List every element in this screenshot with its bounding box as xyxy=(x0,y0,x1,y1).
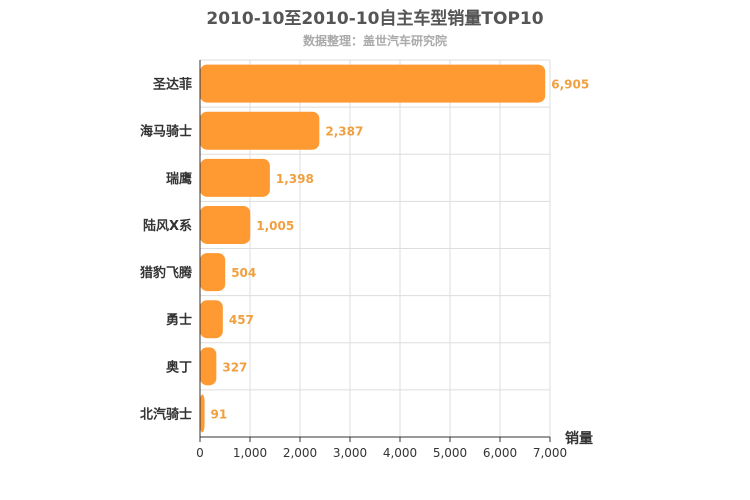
bar xyxy=(200,205,251,244)
value-label: 91 xyxy=(211,407,228,421)
category-label: 海马骑士 xyxy=(140,124,192,140)
category-label: 奥丁 xyxy=(166,359,192,375)
x-tick-label: 0 xyxy=(196,446,204,460)
x-tick-label: 1,000 xyxy=(233,446,267,460)
value-label: 457 xyxy=(229,313,254,327)
category-label: 猎豹飞腾 xyxy=(140,265,193,281)
chart-subtitle: 数据整理：盖世汽车研究院 xyxy=(302,34,447,48)
chart-title: 2010-10至2010-10自主车型销量TOP10 xyxy=(206,9,544,29)
value-label: 1,398 xyxy=(276,172,314,186)
x-tick-label: 4,000 xyxy=(383,446,417,460)
x-tick-label: 2,000 xyxy=(283,446,317,460)
category-label: 勇士 xyxy=(166,312,192,328)
category-label: 圣达菲 xyxy=(153,77,192,93)
value-label: 6,905 xyxy=(551,78,589,92)
x-axis-title: 销量 xyxy=(565,430,593,447)
category-label: 陆风X系 xyxy=(143,218,192,234)
bar xyxy=(200,300,223,339)
value-label: 2,387 xyxy=(325,125,363,139)
bar xyxy=(200,158,270,197)
category-label: 瑞鹰 xyxy=(166,171,192,187)
value-label: 327 xyxy=(222,360,247,374)
x-tick-label: 7,000 xyxy=(533,446,567,460)
x-tick-label: 5,000 xyxy=(433,446,467,460)
bar xyxy=(200,64,546,103)
value-label: 504 xyxy=(231,266,256,280)
bar xyxy=(200,111,320,150)
bar xyxy=(200,394,205,433)
x-tick-label: 6,000 xyxy=(483,446,517,460)
category-label: 北汽骑士 xyxy=(140,406,192,422)
value-label: 1,005 xyxy=(256,219,294,233)
bar xyxy=(200,347,217,386)
x-tick-label: 3,000 xyxy=(333,446,367,460)
bar xyxy=(200,253,226,292)
